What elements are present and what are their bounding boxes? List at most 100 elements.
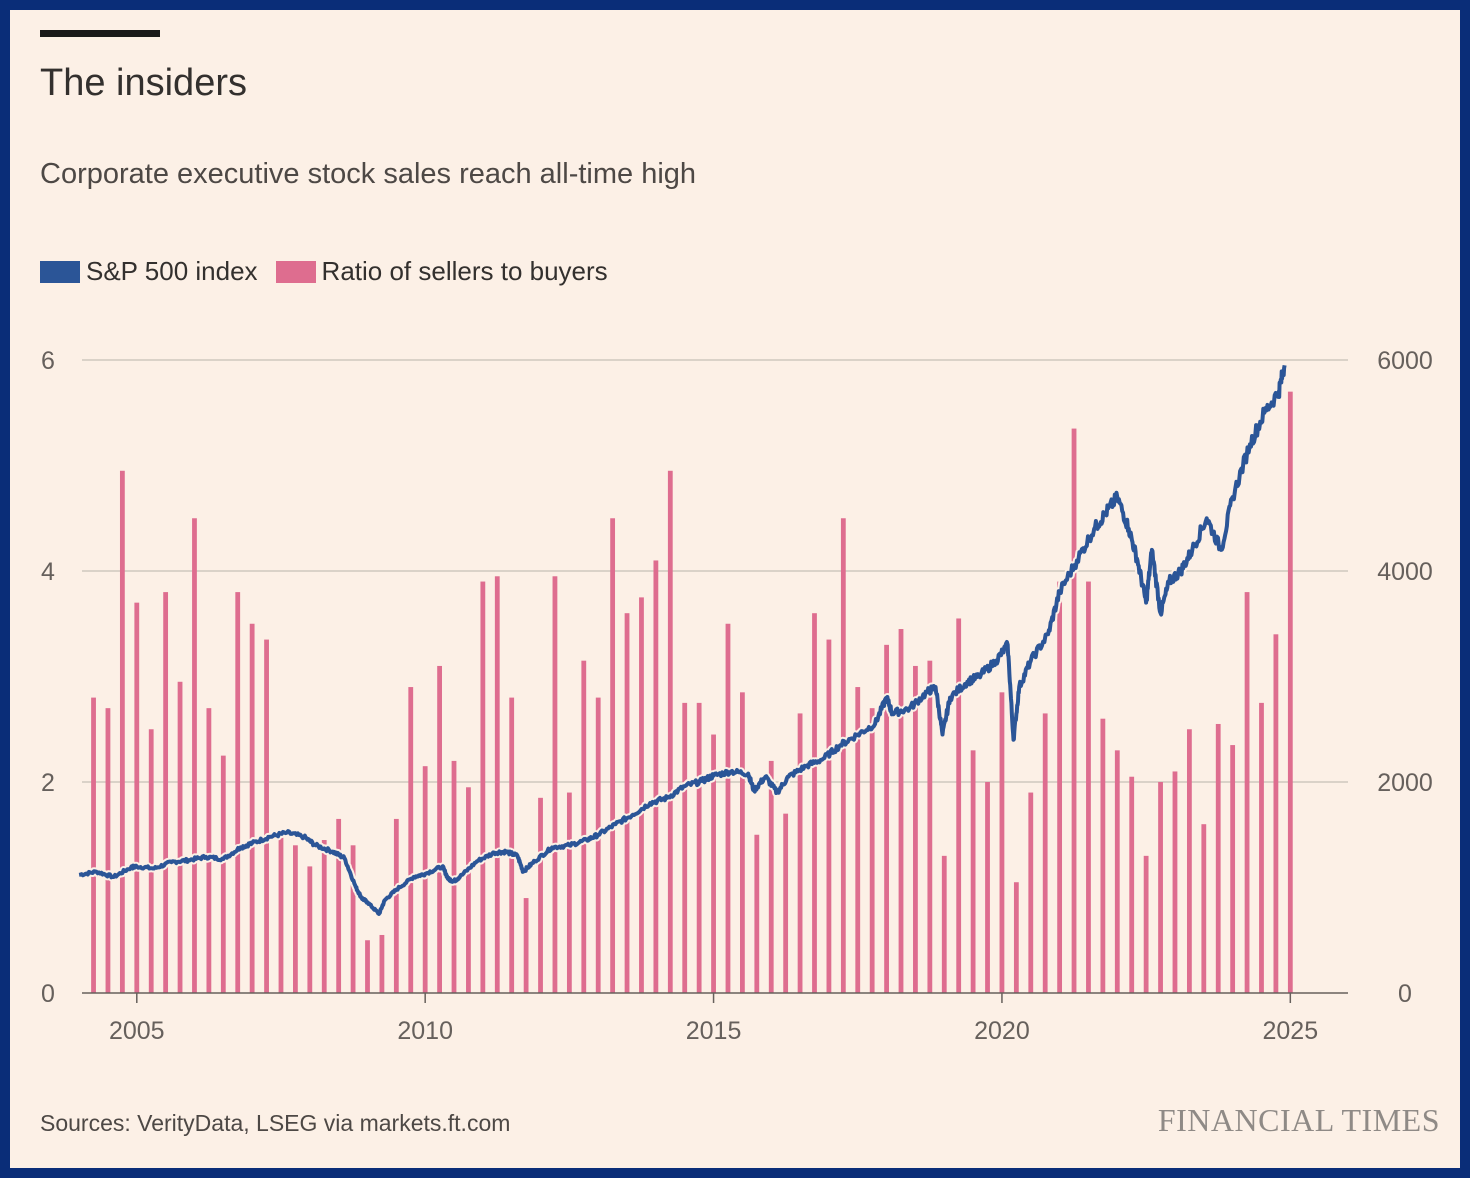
y-right-tick-label: 6000 <box>1377 347 1433 375</box>
bar <box>711 734 716 993</box>
line-sp500 <box>76 364 1289 918</box>
bar <box>163 592 169 993</box>
bar <box>682 702 688 993</box>
y-right-tick-label: 2000 <box>1377 769 1433 797</box>
bar <box>739 692 745 993</box>
bar <box>826 639 832 993</box>
bar <box>970 750 976 993</box>
y-left-tick-label: 0 <box>41 980 55 1008</box>
bar <box>754 834 760 993</box>
bar <box>494 576 500 993</box>
bar <box>956 618 962 993</box>
bar <box>220 755 226 993</box>
bar <box>293 845 298 993</box>
bar <box>1230 745 1236 993</box>
bar <box>365 940 370 993</box>
bar <box>1071 428 1077 993</box>
bar <box>134 602 140 993</box>
bar <box>1042 713 1048 993</box>
bar <box>350 845 356 993</box>
bar <box>1215 723 1221 993</box>
axes: 0 2 4 6 0 2000 4000 6000 2005 2010 2015 2020 2025 <box>41 347 1433 1045</box>
bar <box>725 623 731 993</box>
bar <box>307 866 313 993</box>
bar <box>264 639 269 993</box>
bar <box>696 702 702 993</box>
y-left-tick-label: 4 <box>41 558 55 586</box>
bar <box>884 644 889 993</box>
source-note: Sources: VerityData, LSEG via markets.ft… <box>40 1110 511 1136</box>
bar <box>1114 750 1120 993</box>
bar <box>1201 824 1207 993</box>
legend-label-sp500: S&P 500 index <box>86 256 258 286</box>
bar <box>148 729 154 993</box>
bar <box>119 470 125 993</box>
legend-item-sp500: S&P 500 index <box>40 256 258 287</box>
bar <box>1013 882 1019 993</box>
bar <box>177 681 183 993</box>
bar <box>1028 792 1034 993</box>
bar <box>898 629 904 993</box>
top-rule <box>40 30 160 37</box>
bar <box>422 766 428 993</box>
bar <box>927 660 933 993</box>
bar <box>913 665 918 993</box>
bars-ratio <box>91 391 1293 993</box>
bar <box>1259 702 1264 993</box>
bar <box>1287 391 1293 993</box>
x-tick-label: 2005 <box>109 1017 165 1045</box>
bar <box>523 898 529 993</box>
bar <box>321 840 327 993</box>
bar <box>797 713 803 993</box>
bar <box>624 613 630 993</box>
bar <box>437 665 442 993</box>
bar <box>480 581 486 993</box>
y-right-tick-label: 0 <box>1398 980 1412 1008</box>
bar <box>206 708 212 993</box>
y-left-tick-label: 6 <box>41 347 55 375</box>
bar <box>91 697 96 993</box>
bar <box>1158 782 1163 993</box>
bar <box>1244 592 1250 993</box>
bar <box>595 697 601 993</box>
chart-subtitle: Corporate executive stock sales reach al… <box>40 158 697 190</box>
bar <box>840 518 846 993</box>
bar <box>105 708 111 993</box>
bar <box>610 518 616 993</box>
bar <box>509 697 515 993</box>
bar <box>552 576 558 993</box>
bar <box>639 597 644 993</box>
publisher-logo: FINANCIAL TIMES <box>1157 1102 1440 1138</box>
bar <box>1143 855 1149 993</box>
x-tick-label: 2025 <box>1263 1017 1319 1045</box>
bar <box>1273 634 1279 993</box>
bar <box>393 818 399 993</box>
bar <box>855 687 861 993</box>
line-sp500-path <box>78 364 1287 916</box>
bar <box>1086 581 1091 993</box>
bar <box>999 692 1005 993</box>
bar <box>566 792 572 993</box>
bar <box>667 470 673 993</box>
bar <box>192 518 197 993</box>
bar <box>985 782 990 993</box>
legend-swatch-sp500 <box>40 260 80 283</box>
chart-title: The insiders <box>40 62 247 104</box>
bar <box>278 834 284 993</box>
bar <box>538 797 543 993</box>
y-right-tick-label: 4000 <box>1377 558 1433 586</box>
bar <box>941 855 947 993</box>
y-left-tick-label: 2 <box>41 769 55 797</box>
bar <box>581 660 587 993</box>
legend-swatch-ratio <box>275 260 316 283</box>
bar <box>1057 581 1063 993</box>
bar <box>1172 771 1178 993</box>
bar <box>379 934 385 993</box>
bar <box>783 813 789 993</box>
legend-item-ratio: Ratio of sellers to buyers <box>275 256 608 287</box>
bar <box>812 613 817 993</box>
x-tick-label: 2015 <box>686 1017 742 1045</box>
legend-label-ratio: Ratio of sellers to buyers <box>321 256 608 286</box>
bar <box>1129 776 1135 993</box>
